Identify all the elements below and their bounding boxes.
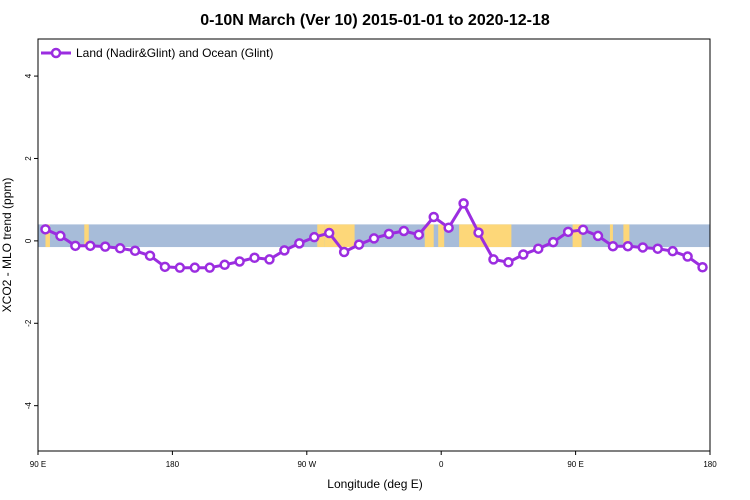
legend-marker <box>50 47 62 59</box>
data-point <box>383 228 395 240</box>
data-point <box>368 233 380 244</box>
x-tick-label: 180 <box>166 460 180 469</box>
data-point <box>353 239 365 250</box>
data-point <box>338 246 350 258</box>
data-point <box>488 254 499 265</box>
data-point <box>189 262 201 273</box>
data-point <box>652 243 663 254</box>
y-tick-label: 4 <box>24 73 33 78</box>
data-point <box>234 256 245 267</box>
data-point <box>279 245 290 256</box>
data-point <box>577 224 589 236</box>
data-point <box>428 211 439 223</box>
x-tick-label: 0 <box>439 460 444 469</box>
data-point <box>70 240 81 252</box>
data-point <box>249 252 260 264</box>
x-tick-label: 90 E <box>567 460 583 469</box>
data-point <box>129 245 141 257</box>
data-point <box>637 242 649 253</box>
x-axis-title: Longitude (deg E) <box>327 477 422 491</box>
data-point <box>99 241 111 252</box>
legend: Land (Nadir&Glint) and Ocean (Glint) <box>41 46 273 60</box>
data-point <box>518 249 529 260</box>
data-point <box>458 198 469 209</box>
data-point <box>40 224 51 235</box>
land-segment <box>45 224 50 248</box>
data-point <box>682 251 693 262</box>
data-point <box>174 262 186 273</box>
data-point <box>443 222 454 233</box>
land-segment <box>459 224 512 248</box>
y-axis: -4 -2 0 2 4 <box>24 73 38 409</box>
data-point <box>159 261 171 273</box>
land-segment <box>623 224 630 248</box>
plot-frame <box>37 38 711 452</box>
land-segment <box>84 224 89 248</box>
data-point <box>622 240 634 252</box>
data-point <box>503 257 514 268</box>
y-axis-title: XCO2 - MLO trend (ppm) <box>0 178 14 313</box>
data-point <box>264 254 275 265</box>
data-series <box>40 198 708 273</box>
land-segment <box>438 224 445 248</box>
land-segment <box>572 224 582 248</box>
y-tick-label: 2 <box>24 156 33 161</box>
data-point <box>592 230 604 242</box>
data-point <box>114 243 126 254</box>
data-point <box>413 229 425 240</box>
data-point <box>547 236 559 248</box>
data-point <box>323 227 335 239</box>
legend-label: Land (Nadir&Glint) and Ocean (Glint) <box>76 46 273 60</box>
data-point <box>562 226 574 238</box>
data-point <box>55 230 66 242</box>
data-point <box>294 238 305 249</box>
data-point <box>309 231 320 243</box>
x-tick-label: 180 <box>703 460 717 469</box>
data-point <box>533 243 544 254</box>
data-point <box>398 225 410 237</box>
y-tick-label: -4 <box>24 402 33 410</box>
x-tick-label: 90 E <box>30 460 46 469</box>
land-segment <box>609 224 613 248</box>
land-segment <box>424 224 434 248</box>
data-point <box>607 240 619 252</box>
data-point <box>219 259 230 271</box>
data-point <box>144 250 156 261</box>
data-point <box>473 227 484 238</box>
y-tick-label: 0 <box>24 238 33 243</box>
x-tick-label: 90 W <box>297 460 316 469</box>
data-point <box>697 261 708 273</box>
chart-title: 0-10N March (Ver 10) 2015-01-01 to 2020-… <box>200 12 550 29</box>
y-tick-label: -2 <box>24 319 33 327</box>
data-point <box>667 245 678 257</box>
data-point <box>85 240 96 252</box>
data-point <box>204 262 215 273</box>
x-axis: 90 E 180 90 W 0 90 E 180 <box>30 451 717 469</box>
